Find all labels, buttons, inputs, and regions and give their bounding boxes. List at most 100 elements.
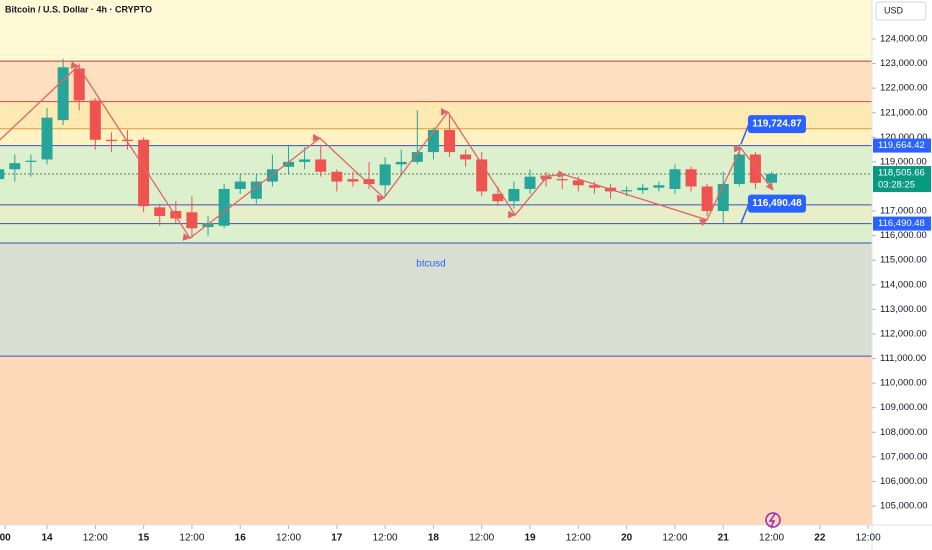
candle-body: [444, 129, 456, 153]
y-tick-label: 124,000.00: [880, 34, 928, 45]
candle-body: [186, 212, 198, 229]
candle: [57, 58, 69, 126]
y-tick-label: 109,000.00: [880, 402, 928, 413]
x-tick-label: 20: [621, 533, 633, 544]
x-tick-label: 12:00: [373, 533, 398, 544]
currency[interactable]: USD: [884, 5, 904, 15]
y-tick-label: 113,000.00: [880, 304, 927, 315]
x-tick-label: 16: [235, 533, 247, 544]
x-tick-label: 12:00: [179, 533, 204, 544]
candle-body: [572, 180, 584, 186]
y-tick-label: 114,000.00: [880, 279, 927, 290]
candle-body: [105, 139, 117, 142]
callout-pointer: [740, 203, 750, 224]
y-tick-label: 117,000.00: [880, 206, 927, 217]
time-axis: [0, 525, 872, 550]
replay-icon[interactable]: [765, 512, 781, 528]
x-tick-label: 18: [428, 533, 440, 544]
candle-body: [0, 169, 5, 180]
x-tick-label: 12:00: [469, 533, 494, 544]
y-tick-label: 120,000.00: [880, 132, 928, 143]
y-tick-label: 119,000.00: [880, 156, 927, 167]
zigzag-line: [0, 61, 774, 241]
y-tick-label: 121,000.00: [880, 107, 928, 118]
countdown: 03:28:25: [878, 180, 915, 191]
x-tick-label: 19: [524, 533, 536, 544]
y-tick-label: 105,000.00: [880, 501, 928, 512]
callout-box: [747, 194, 806, 213]
candle-body: [669, 169, 681, 189]
candle-body: [154, 207, 166, 216]
candle-body: [331, 171, 343, 182]
callout-box: [747, 115, 806, 134]
candle-body: [89, 100, 101, 140]
x-tick-label: 15: [138, 533, 150, 544]
x-tick-label: 12:00: [856, 533, 881, 544]
x-tick-label: 22: [814, 533, 826, 544]
axis-labels: 124,000.00 123,000.00 122,000.00 121,000.00…: [0, 34, 931, 544]
price-axis: [872, 0, 932, 550]
candle-body: [57, 67, 69, 121]
candle-body: [749, 154, 761, 183]
candle-body: [347, 179, 359, 182]
price-tag: [873, 216, 931, 231]
candle-body: [395, 161, 407, 165]
candle-body: [9, 163, 21, 170]
candle-body: [637, 187, 649, 191]
candle: [25, 154, 37, 177]
candle-body: [234, 181, 246, 189]
chart-title: Bitcoin / U.S. Dollar · 4h · CRYPTO: [5, 4, 152, 14]
candle-body: [653, 185, 665, 188]
candle-body: [460, 154, 472, 160]
candle-body: [379, 164, 391, 186]
x-tick-label: 12:00: [83, 533, 108, 544]
y-tick-label: 108,000.00: [880, 427, 928, 438]
zone: [0, 61, 872, 102]
currency-button[interactable]: [875, 1, 927, 21]
y-tick-label: 106,000.00: [880, 476, 928, 487]
candle-body: [717, 184, 729, 212]
zone: [0, 356, 872, 525]
candle: [41, 107, 53, 165]
callout-label: 119,724.87: [752, 119, 802, 130]
zone: [0, 204, 872, 224]
x-tick-label: 17: [331, 533, 343, 544]
candle-body: [41, 117, 53, 160]
y-tick-label: 115,000.00: [880, 255, 927, 266]
zone: [0, 223, 872, 244]
candle-body: [621, 190, 633, 192]
candle-body: [25, 160, 37, 162]
callout-pointer: [740, 123, 750, 145]
candle: [0, 169, 5, 180]
candle-body: [685, 169, 697, 187]
price-tag: [873, 138, 931, 153]
callout-label: 116,490.48: [752, 198, 802, 209]
zone: [0, 101, 872, 129]
y-tick-label: 107,000.00: [880, 451, 928, 462]
candle-body: [315, 159, 327, 172]
candle-body: [218, 188, 230, 226]
annotation: btcusd: [416, 259, 445, 270]
y-tick-label: 111,000.00: [880, 353, 926, 364]
y-tick-label: 110,000.00: [880, 378, 927, 389]
x-tick-label: 21: [718, 533, 730, 544]
price-tag-label: 119,664.42: [878, 140, 925, 151]
last-price-tag: [873, 166, 931, 193]
y-tick-label: 112,000.00: [880, 328, 927, 339]
x-tick-label: 12:00: [566, 533, 591, 544]
candle-body: [508, 188, 520, 202]
candle: [9, 154, 21, 182]
y-tick-label: 123,000.00: [880, 58, 928, 69]
plot-area: btcusd 119,724.87 116,490.48: [0, 0, 872, 525]
candle-body: [299, 159, 311, 162]
candle-body: [427, 129, 439, 153]
candle: [138, 137, 150, 213]
x-tick-label: 00: [0, 533, 11, 544]
y-tick-label: 122,000.00: [880, 83, 928, 94]
last-price-label: 118,505.66: [878, 168, 925, 179]
x-tick-label: 12:00: [662, 533, 687, 544]
zone: [0, 243, 872, 357]
candle-body: [766, 174, 778, 183]
x-tick-label: 12:00: [759, 533, 784, 544]
